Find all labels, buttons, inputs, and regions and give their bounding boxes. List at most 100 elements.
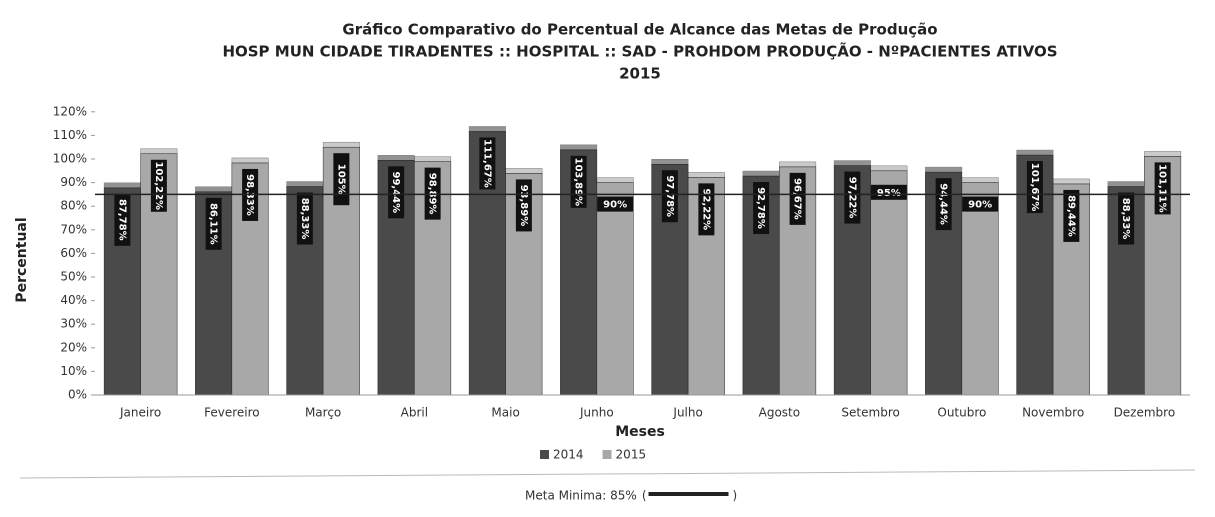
value-label-box — [661, 170, 678, 223]
y-tick-label: 90% — [60, 175, 87, 189]
value-label: 88,33% — [1120, 198, 1131, 240]
value-label-box — [114, 193, 131, 246]
legend-swatch — [602, 450, 612, 459]
value-label: 97,78% — [664, 175, 675, 217]
x-tick-label: Fevereiro — [204, 406, 260, 420]
bar-top — [103, 182, 141, 189]
bar-top — [505, 168, 543, 174]
bar — [596, 182, 634, 396]
bar-top — [833, 160, 871, 166]
bar — [961, 182, 999, 396]
value-label: 105% — [335, 164, 346, 195]
y-axis-title: Percentual — [14, 217, 30, 302]
chart-title: Gráfico Comparativo do Percentual de Alc… — [342, 21, 937, 39]
value-label-box — [698, 183, 715, 236]
y-tick-label: 60% — [60, 246, 87, 260]
target-legend-paren: ( — [642, 489, 647, 503]
value-label: 99,44% — [390, 171, 401, 213]
x-tick-label: Setembro — [841, 406, 899, 420]
value-label: 93,89% — [518, 185, 529, 227]
x-tick-label: Julho — [672, 406, 702, 420]
value-label-box — [150, 159, 167, 212]
chart-year: 2015 — [619, 65, 661, 83]
value-label: 89,44% — [1065, 195, 1076, 237]
value-label-box — [1154, 162, 1171, 215]
value-label-box — [479, 137, 496, 190]
value-label-box — [844, 171, 861, 224]
bar-top — [414, 156, 452, 162]
bar-top — [377, 155, 415, 161]
value-label-box — [1063, 189, 1080, 242]
bar-top — [596, 177, 634, 183]
bar-top — [286, 181, 324, 187]
bar-top — [961, 177, 999, 183]
legend-label: 2014 — [553, 448, 584, 462]
y-tick-label: 10% — [60, 364, 87, 378]
bar-top — [140, 148, 178, 155]
value-label: 94,44% — [938, 183, 949, 225]
separator — [19, 469, 1196, 479]
bar-top — [742, 170, 780, 177]
y-tick-label: 70% — [60, 222, 87, 236]
value-label: 92,22% — [700, 189, 711, 231]
bar-top — [687, 172, 725, 178]
value-label: 88,33% — [299, 198, 310, 240]
x-tick-label: Novembro — [1022, 406, 1084, 420]
value-label: 102,22% — [153, 161, 164, 210]
bar-top — [870, 165, 908, 172]
value-label: 97,22% — [846, 177, 857, 219]
legend-label: 2015 — [616, 448, 647, 462]
value-label: 90% — [968, 200, 992, 211]
value-label-box — [333, 153, 350, 206]
value-label-box — [515, 179, 532, 232]
x-tick-label: Junho — [579, 406, 614, 420]
bar-top — [322, 141, 360, 148]
bar-top — [195, 186, 233, 193]
y-tick-label: 20% — [60, 340, 87, 354]
value-label: 92,78% — [755, 187, 766, 229]
value-label-box — [1118, 192, 1135, 245]
value-label: 101,67% — [1029, 163, 1040, 212]
x-tick-label: Dezembro — [1114, 406, 1176, 420]
value-label-box — [296, 192, 313, 245]
target-legend-paren: ) — [733, 489, 738, 503]
y-tick-label: 80% — [60, 199, 87, 213]
value-label-box — [424, 167, 441, 220]
value-label-box — [870, 184, 907, 200]
bar-top — [1107, 181, 1145, 187]
bar-top — [1144, 151, 1182, 157]
x-tick-label: Agosto — [759, 406, 800, 420]
bar — [870, 170, 908, 396]
value-label: 101,11% — [1157, 164, 1168, 213]
value-label: 90% — [603, 200, 627, 211]
value-label-box — [1026, 161, 1043, 214]
value-label: 87,78% — [116, 199, 127, 241]
bar-top — [779, 161, 817, 168]
legend-swatch — [540, 450, 549, 459]
bar-top — [231, 157, 269, 164]
value-label-box — [935, 178, 952, 231]
x-tick-label: Abril — [401, 406, 428, 420]
value-label: 95% — [877, 188, 901, 199]
bar-top — [560, 144, 598, 151]
value-label: 98,89% — [427, 173, 438, 215]
chart-subtitle: HOSP MUN CIDADE TIRADENTES :: HOSPITAL :… — [222, 42, 1057, 61]
y-tick-label: 40% — [60, 293, 87, 307]
x-axis-title: Meses — [615, 424, 665, 440]
y-tick-label: 30% — [60, 317, 87, 331]
y-tick-label: 100% — [53, 152, 87, 166]
x-tick-label: Maio — [491, 406, 519, 420]
value-label: 103,89% — [573, 158, 584, 207]
y-tick-label: 0% — [68, 388, 87, 402]
bar-top — [1052, 178, 1090, 185]
x-tick-label: Janeiro — [119, 406, 161, 420]
x-tick-label: Março — [305, 406, 341, 420]
value-label: 86,11% — [208, 203, 219, 245]
bar-top — [1016, 149, 1054, 156]
bar-top — [468, 126, 506, 132]
value-label-box — [789, 172, 806, 225]
y-tick-label: 50% — [60, 270, 87, 284]
y-tick-label: 110% — [53, 128, 87, 142]
value-label: 96,67% — [792, 178, 803, 220]
